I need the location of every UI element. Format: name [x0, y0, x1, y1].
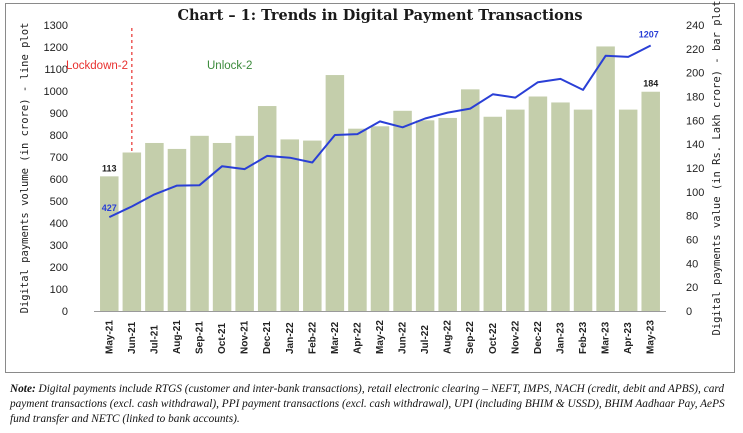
bar [167, 148, 187, 311]
bar [506, 109, 525, 311]
bar [348, 128, 367, 311]
note-prefix: Note: [10, 383, 36, 395]
bar [438, 117, 457, 311]
x-tick-label: Apr-22 [352, 322, 363, 354]
bar [573, 109, 593, 311]
chart-title: Chart – 1: Trends in Digital Payment Tra… [177, 7, 582, 24]
y-axis-right-title: Digital payments value (in Rs. Lakh cror… [711, 0, 723, 335]
bar [212, 142, 232, 311]
line-data-label: 1207 [639, 29, 659, 39]
y-left-tick-label: 1000 [44, 86, 68, 98]
x-tick-label: May-21 [104, 320, 115, 354]
bar [370, 126, 390, 312]
x-tick-label: Nov-22 [510, 320, 521, 354]
x-tick-label: Feb-23 [578, 321, 589, 354]
y-right-tick-label: 120 [686, 163, 704, 175]
x-tick-label: Oct-22 [488, 322, 499, 354]
y-right-tick-label: 40 [686, 258, 698, 270]
y-right-tick-label: 80 [686, 211, 698, 223]
y-right-tick-label: 240 [686, 20, 704, 32]
x-tick-label: Jan-23 [555, 322, 566, 354]
y-axis-left-title: Digital payments volume (in crore) - lin… [19, 23, 31, 314]
x-tick-label: Feb-22 [307, 321, 318, 354]
y-right-tick-label: 220 [686, 44, 704, 56]
y-left-tick-label: 500 [50, 196, 68, 208]
y-right-tick-label: 160 [686, 115, 704, 127]
bar [393, 110, 412, 311]
bar [415, 120, 435, 311]
x-tick-label: Jul-22 [420, 325, 431, 354]
bar-data-label: 184 [643, 79, 658, 89]
bar [483, 116, 503, 311]
x-tick-label: May-23 [646, 320, 657, 354]
x-tick-label: Aug-22 [443, 320, 454, 354]
y-left-tick-label: 800 [50, 130, 68, 142]
bar [641, 91, 660, 311]
line-series [108, 44, 652, 219]
y-left-tick-label: 900 [50, 108, 68, 120]
x-tick-label: Apr-23 [623, 322, 634, 354]
y-left-tick-label: 1100 [44, 64, 68, 76]
chart-note: Note: Digital payments include RTGS (cus… [10, 382, 735, 427]
bar [618, 109, 638, 311]
x-tick-label: Jun-21 [127, 321, 138, 354]
bar-data-label: 113 [102, 163, 117, 173]
y-left-tick-label: 0 [62, 306, 68, 318]
y-right-tick-label: 20 [686, 282, 698, 294]
bar [528, 96, 548, 311]
bar [303, 140, 322, 311]
line-data-label: 427 [102, 203, 117, 213]
bar [596, 46, 615, 311]
x-tick-label: Jun-22 [398, 321, 409, 354]
note-text: Digital payments include RTGS (customer … [10, 383, 725, 425]
bar-series [100, 46, 660, 312]
bar [460, 89, 480, 311]
x-tick-label: Sep-21 [195, 321, 206, 354]
bar [551, 102, 570, 311]
x-tick-label: Oct-21 [217, 322, 228, 354]
bar [280, 139, 300, 311]
x-tick-label: Dec-21 [262, 321, 273, 354]
y-right-tick-label: 60 [686, 235, 698, 247]
x-tick-label: Mar-22 [330, 321, 341, 354]
y-left-tick-label: 1200 [44, 42, 68, 54]
y-left-tick-label: 700 [50, 152, 68, 164]
digital-payments-chart: Chart – 1: Trends in Digital Payment Tra… [19, 0, 723, 354]
y-right-tick-label: 180 [686, 92, 704, 104]
y-left-tick-label: 100 [50, 284, 68, 296]
x-tick-label: Sep-22 [465, 321, 476, 354]
x-tick-label: Nov-21 [240, 320, 251, 354]
y-left-tick-label: 1300 [44, 20, 68, 32]
y-left-tick-label: 300 [50, 240, 68, 252]
x-tick-label: Aug-21 [172, 320, 183, 354]
y-left-tick-label: 600 [50, 174, 68, 186]
chart-labels: Lockdown-2 Unlock-2 113 184 427 1207 [66, 29, 659, 213]
bar [235, 135, 254, 311]
y-left-tick-label: 400 [50, 218, 68, 230]
bar [257, 106, 277, 312]
bar [325, 75, 345, 311]
y-right-tick-label: 0 [686, 306, 692, 318]
x-tick-label: Mar-23 [601, 321, 612, 354]
y-right-tick-label: 100 [686, 187, 704, 199]
x-tick-label: Jan-22 [285, 322, 296, 354]
annotation-unlock: Unlock-2 [207, 60, 252, 72]
bar [145, 142, 164, 311]
y-left-tick-label: 200 [50, 262, 68, 274]
bar [100, 176, 119, 311]
x-tick-label: Jul-21 [149, 325, 160, 354]
x-tick-label: Dec-22 [533, 321, 544, 354]
bar [122, 152, 142, 311]
annotation-lockdown: Lockdown-2 [66, 60, 128, 72]
y-right-tick-label: 200 [686, 68, 704, 80]
bar [190, 135, 209, 311]
line-path [108, 44, 652, 219]
y-right-tick-label: 140 [686, 139, 704, 151]
x-tick-label: May-22 [375, 320, 386, 354]
